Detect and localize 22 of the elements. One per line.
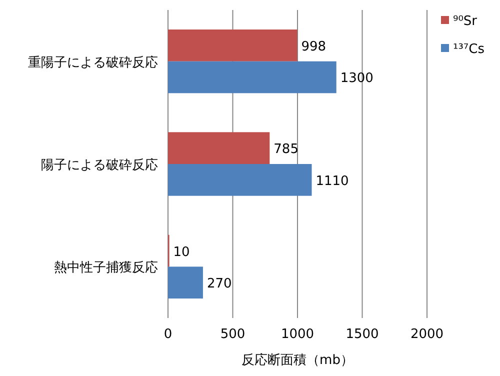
x-tick-label: 500 [220, 327, 246, 342]
bar [168, 266, 203, 298]
x-tick-label: 1000 [280, 327, 314, 342]
data-label: 785 [274, 142, 298, 158]
bar [168, 132, 270, 164]
x-tick-label: 2000 [410, 327, 444, 342]
y-tick-label: 熱中性子捕獲反応 [54, 260, 158, 276]
data-label: 1300 [340, 71, 374, 86]
bar [168, 164, 312, 196]
data-label: 270 [206, 276, 232, 292]
data-label: 10 [173, 244, 190, 260]
x-tick-label: 0 [164, 327, 172, 342]
data-label: 998 [301, 39, 326, 54]
x-axis-title: 反応断面積（mb） [242, 352, 354, 368]
bar [168, 61, 336, 94]
bar [168, 30, 298, 62]
legend-label: ⁹⁰Sr [453, 14, 478, 29]
y-tick-label: 陽子による破砕反応 [41, 157, 158, 173]
legend-label: ¹³⁷Cs [453, 42, 485, 57]
data-label: 1110 [316, 174, 349, 189]
y-tick-label: 重陽子による破砕反応 [28, 54, 158, 70]
x-tick-label: 1500 [346, 327, 379, 342]
